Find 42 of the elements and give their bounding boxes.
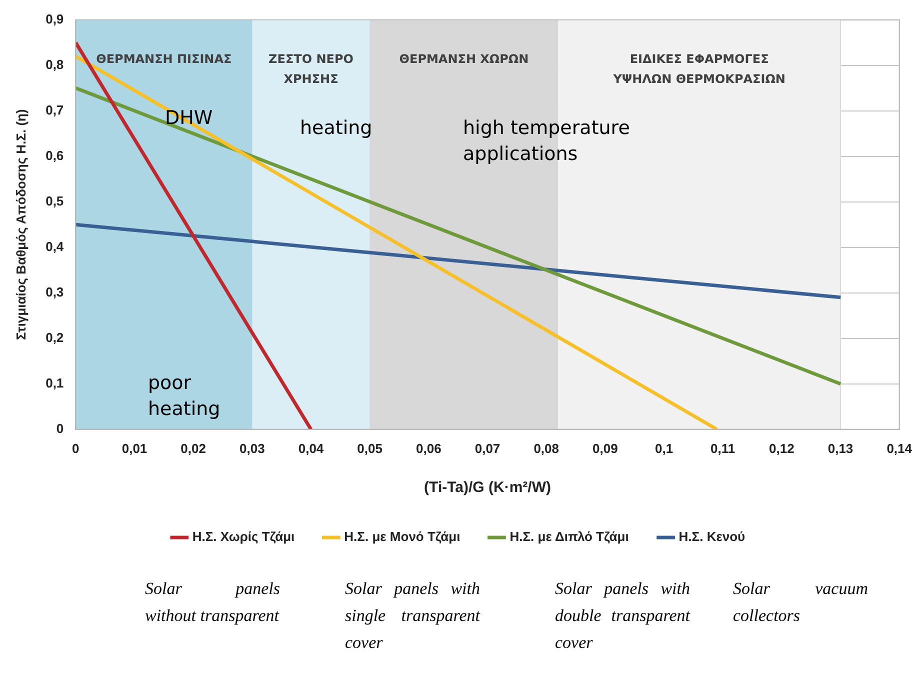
y-axis-title: Στιγμιαίος Βαθμός Απόδοσης Η.Σ. (η): [13, 109, 28, 340]
legend-label: Η.Σ. Χωρίς Τζάμι: [192, 529, 296, 544]
y-tick-label: 0,4: [46, 238, 64, 254]
x-tick-label: 0,1: [654, 440, 674, 456]
text: Solar panels with single transparent cover: [345, 578, 480, 654]
text: Solar panels without transparent: [145, 578, 280, 627]
annotation: poor heating: [148, 371, 222, 422]
text: Solar panels with double transparent cover: [555, 578, 690, 654]
y-tick-label: 0,8: [46, 56, 64, 72]
x-tick-label: 0,07: [474, 440, 500, 456]
x-tick-label: 0,03: [240, 440, 265, 456]
x-tick-label: 0,06: [416, 440, 442, 456]
band-label: ΕΙΔΙΚΕΣ ΕΦΑΡΜΟΓΕΣ ΥΨΗΛΩΝ ΘΕΡΜΟΚΡΑΣΙΩΝ: [612, 52, 786, 86]
legend-label: Η.Σ. με Διπλό Τζάμι: [510, 529, 630, 544]
annotation: high temperature applications: [463, 116, 631, 167]
x-tick-label: 0,09: [592, 440, 618, 456]
x-tick-label: 0: [72, 440, 80, 456]
y-tick-label: 0,5: [46, 193, 64, 208]
annotation: heating: [300, 116, 372, 141]
x-tick-label: 0,12: [769, 440, 794, 456]
y-tick-label: 0,1: [46, 375, 64, 390]
text: Solar vacuum collectors: [733, 578, 868, 627]
x-tick-label: 0,08: [534, 440, 559, 456]
x-axis-title: (Ti-Ta)/G (K·m²/W): [424, 479, 551, 496]
legend-label: Η.Σ. με Μονό Τζάμι: [344, 529, 461, 544]
x-tick-label: 0,11: [710, 440, 736, 456]
band-label: ΘΕΡΜΑΝΣΗ ΠΙΣΙΝΑΣ: [96, 52, 232, 66]
y-tick-label: 0,2: [46, 330, 64, 345]
y-tick-label: 0,7: [46, 102, 64, 118]
y-tick-label: 0,3: [46, 284, 64, 300]
x-tick-label: 0,14: [886, 440, 913, 456]
x-tick-label: 0,05: [357, 440, 382, 456]
legend-label: Η.Σ. Κενού: [678, 529, 746, 544]
x-tick-label: 0,01: [122, 440, 148, 456]
x-tick-label: 0,02: [180, 440, 206, 456]
y-tick-label: 0,6: [46, 148, 64, 163]
y-tick-label: 0,9: [46, 11, 64, 26]
y-tick-label: 0: [56, 420, 64, 436]
band-label: ΘΕΡΜΑΝΣΗ ΧΩΡΩΝ: [399, 52, 529, 66]
x-tick-label: 0,04: [298, 440, 324, 456]
band-label: ΖΕΣΤΟ ΝΕΡΟ ΧΡΗΣΗΣ: [268, 52, 354, 86]
x-tick-label: 0,13: [828, 440, 854, 456]
